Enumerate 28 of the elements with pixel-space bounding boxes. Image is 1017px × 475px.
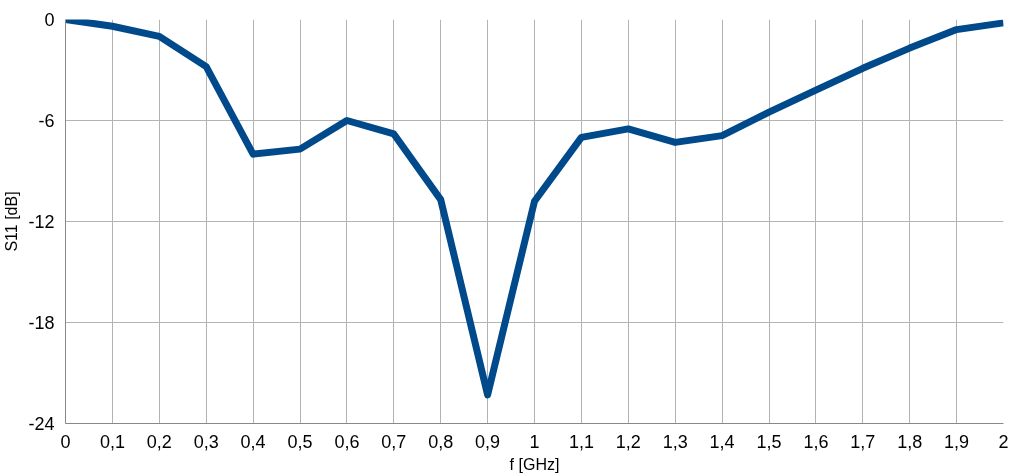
x-tick-label: 1,1 [568,431,594,452]
x-tick-label: 0,1 [99,431,125,452]
x-tick-label: 1,3 [662,431,688,452]
x-tick-label: 0 [60,431,71,452]
x-tick-label: 0,6 [334,431,360,452]
y-tick-label: -6 [38,111,55,131]
x-tick-label: 1,5 [756,431,782,452]
y-tick-label: -12 [28,212,55,232]
x-tick-label: 1,7 [850,431,876,452]
x-tick-label: 1,2 [615,431,641,452]
x-tick-label: 0,7 [381,431,407,452]
x-tick-label: 2 [998,431,1009,452]
x-tick-label: 1,6 [803,431,829,452]
x-tick-label: 1 [529,431,540,452]
x-axis-title: f [GHz] [509,455,560,473]
x-tick-label: 1,8 [897,431,923,452]
y-tick-label: -24 [28,414,55,434]
x-tick-label: 0,8 [428,431,454,452]
y-axis-title: S11 [dB] [3,191,21,252]
x-tick-label: 1,9 [944,431,970,452]
x-tick-label: 1,4 [709,431,735,452]
x-tick-label: 0,4 [240,431,266,452]
x-tick-label: 0,5 [287,431,313,452]
y-tick-label: -18 [28,313,55,333]
x-tick-label: 0,9 [475,431,501,452]
y-tick-label: 0 [44,10,55,30]
x-tick-label: 0,3 [193,431,219,452]
x-tick-label: 0,2 [146,431,172,452]
